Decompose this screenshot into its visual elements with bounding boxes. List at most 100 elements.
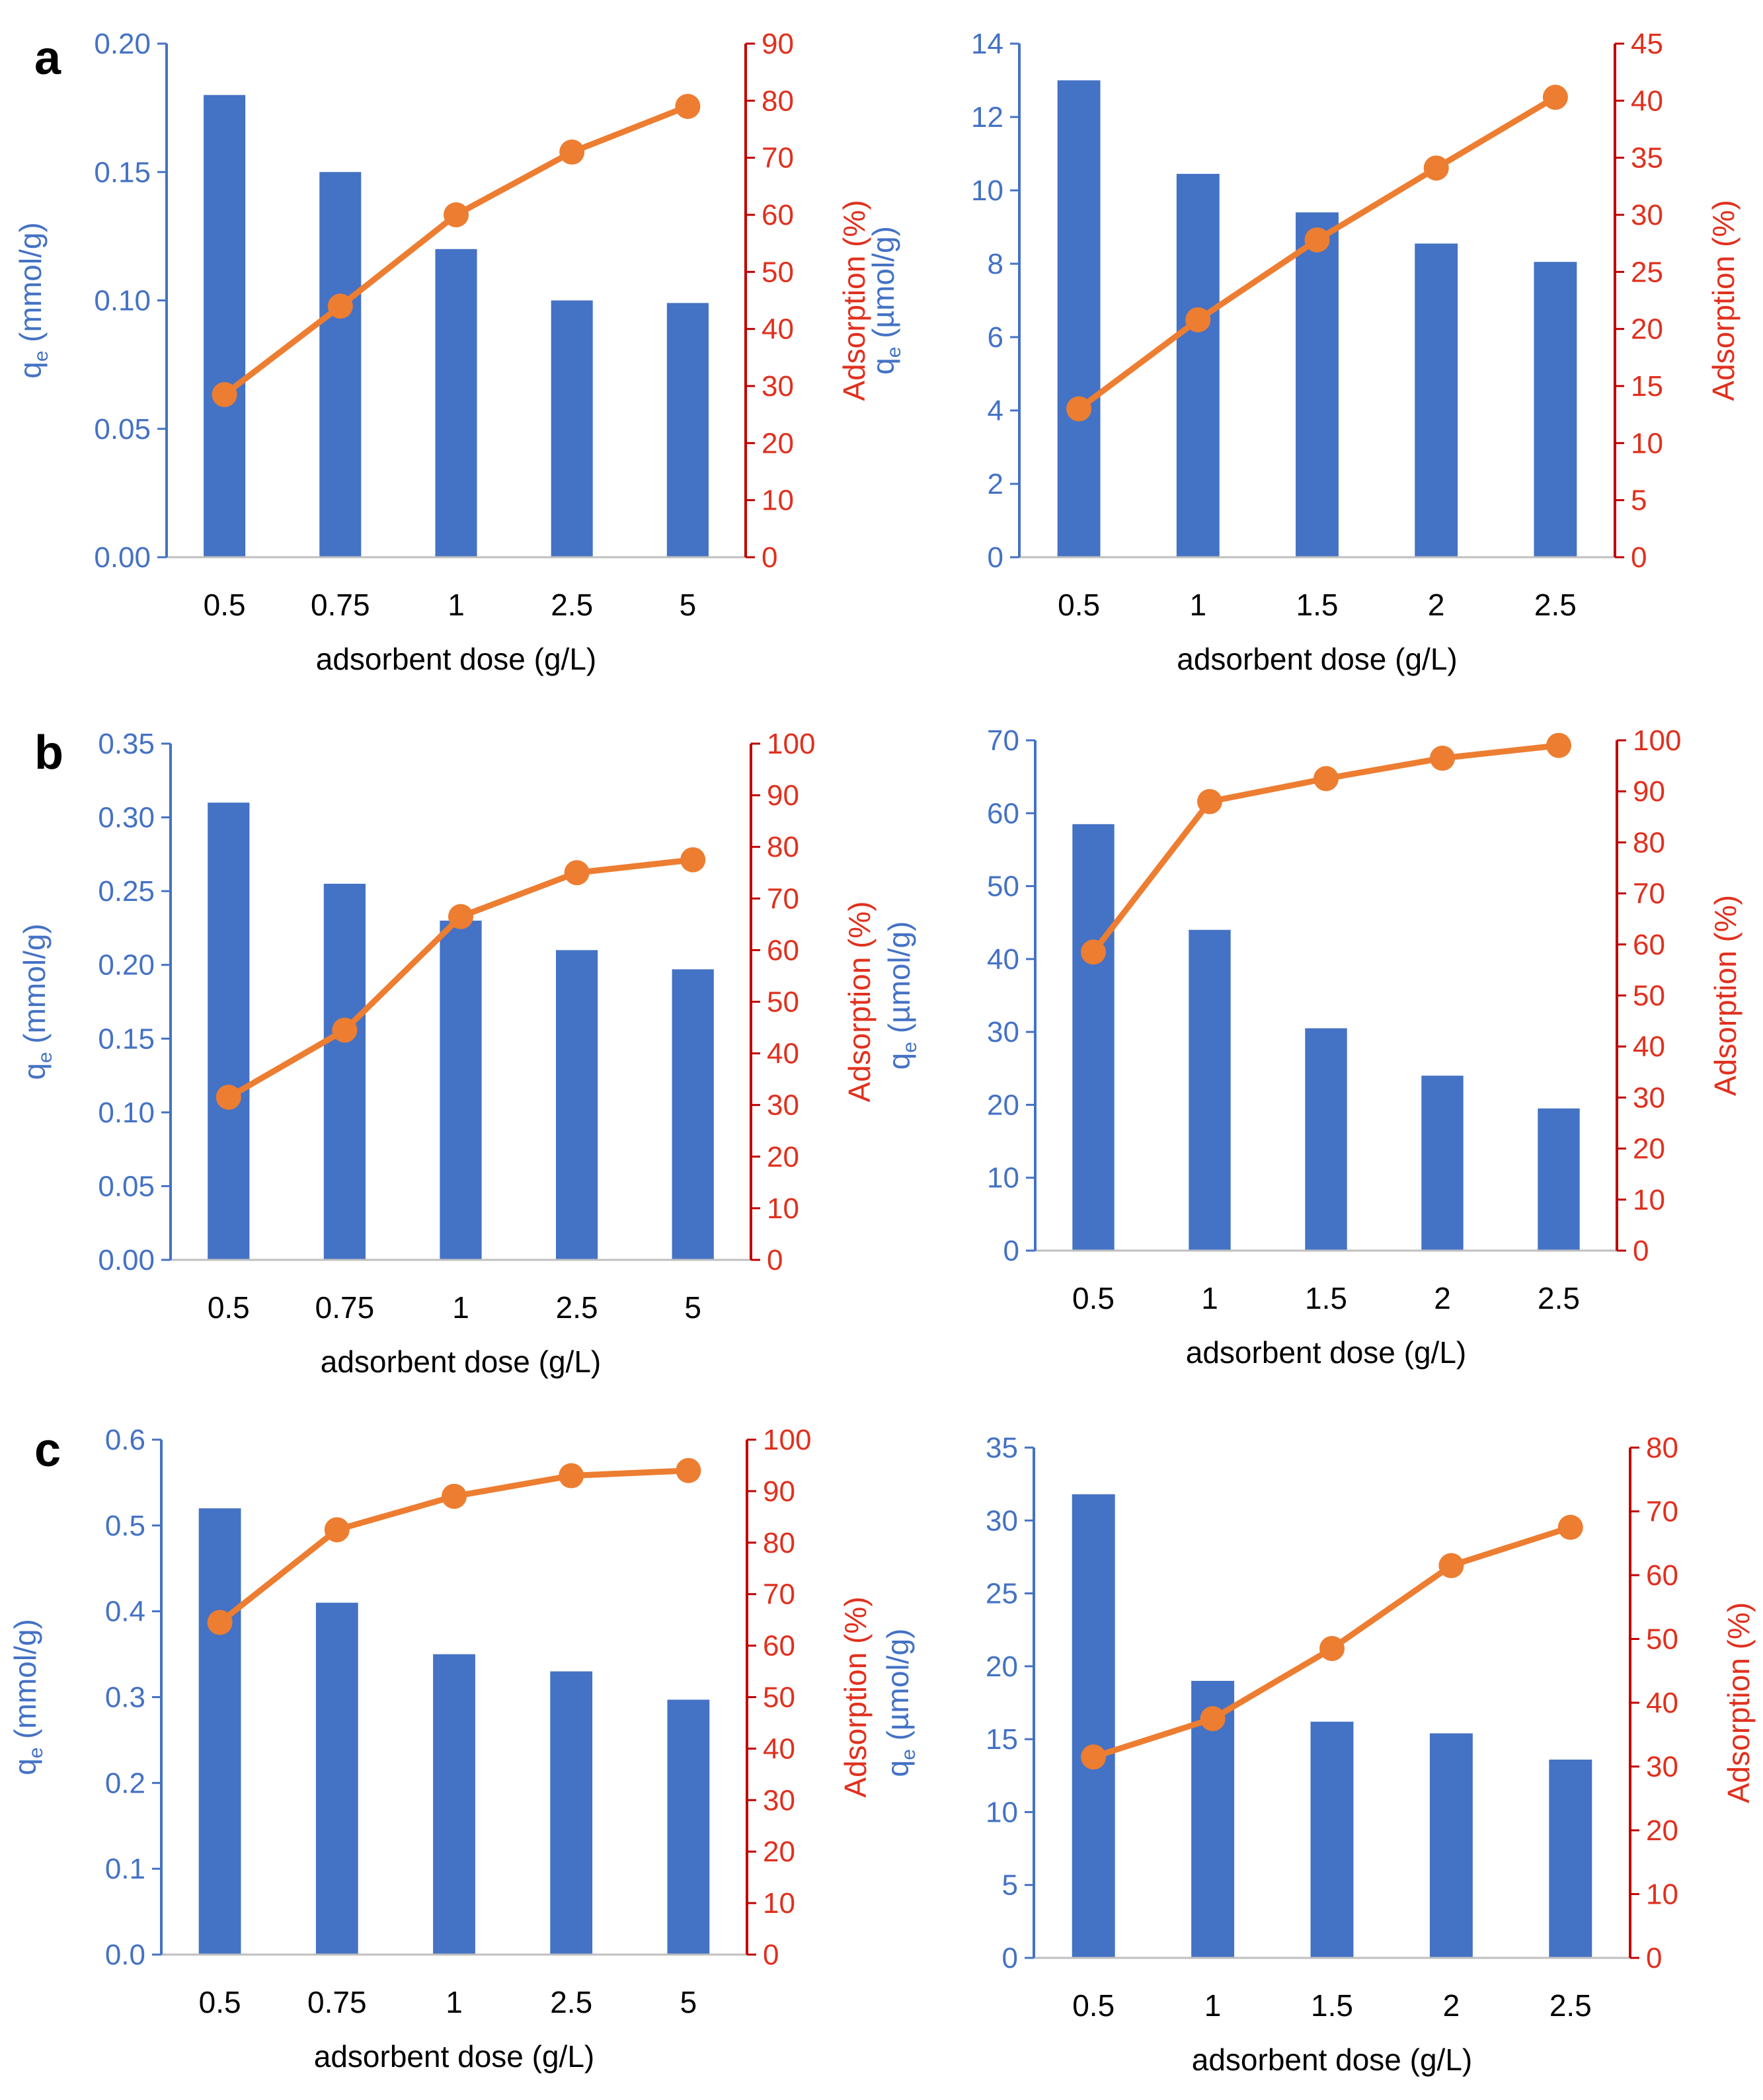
adsorption-point-5 [676,1458,701,1483]
right-tick-label: 90 [767,779,799,812]
left-tick-label: 5 [1002,1869,1018,1902]
adsorption-point-1 [207,1610,233,1635]
left-tick-label: 12 [971,101,1003,134]
right-tick-label: 60 [763,1630,795,1662]
left-tick-label: 6 [988,321,1003,354]
x-tick-label: 0.5 [208,1290,250,1325]
left-tick-label: 14 [971,28,1003,60]
adsorption-point-2 [1197,789,1222,814]
right-tick-label: 100 [767,728,815,760]
right-tick-label: 80 [1633,826,1665,859]
bar-3 [433,1654,475,1955]
adsorption-point-1 [1081,1744,1107,1770]
right-tick-label: 0 [762,541,777,574]
right-tick-label: 45 [1631,28,1663,60]
adsorption-point-5 [680,847,706,873]
adsorption-point-3 [448,904,473,929]
adsorption-point-5 [1557,1514,1583,1540]
bar-1 [198,1508,241,1955]
right-tick-label: 20 [1631,313,1663,346]
right-tick-label: 15 [1631,370,1663,403]
left-tick-label: 70 [987,724,1019,757]
x-tick-label: 5 [680,1985,697,2019]
left-tick-label: 0 [988,541,1003,574]
bar-1 [204,95,246,557]
right-tick-label: 30 [1631,199,1663,231]
left-tick-label: 8 [988,248,1003,280]
right-tick-label: 20 [763,1836,795,1868]
bar-3 [1310,1721,1354,1958]
right-tick-label: 50 [1633,980,1665,1012]
right-axis-title: Adsorption (%) [838,1596,873,1797]
x-tick-label: 2.5 [551,588,593,622]
panel-label-c: c [34,1424,61,1477]
adsorption-point-1 [1066,396,1092,422]
chart-3: 0.00 0.05 0.10 0.15 0.20 0.25 0.30 0.35 0 10 20 30 4… [17,728,877,1379]
bar-2 [319,172,362,557]
right-tick-label: 30 [1646,1751,1678,1783]
x-tick-label: 1.5 [1305,1281,1347,1315]
right-tick-label: 60 [762,199,794,231]
x-tick-label: 1 [446,1985,463,2019]
x-axis-title: adsorbent dose (g/L) [1192,2042,1473,2077]
bar-1 [208,802,250,1260]
left-axis-title: qe (µmol/g) [882,921,921,1070]
right-tick-label: 10 [1633,1184,1665,1216]
right-tick-label: 50 [767,986,799,1019]
bar-5 [1549,1760,1592,1958]
chart-6: 0 5 10 15 20 25 30 35 0 10 20 30 40 50 60 70 80 0.5 1 1.5 2 2… [881,1432,1756,2077]
left-tick-label: 0.35 [98,728,155,760]
bar-4 [551,300,593,557]
adsorption-point-4 [564,860,590,886]
right-tick-label: 70 [762,142,794,175]
left-tick-label: 0.1 [105,1853,145,1885]
left-tick-label: 0 [1003,1235,1019,1267]
chart-2: 0 2 4 6 8 10 12 14 0 5 10 15 20 25 30 35 40 45 0.5 1 1.5 2 2.5… [866,28,1741,676]
adsorption-point-3 [1313,765,1339,791]
left-axis-title: qe (mmol/g) [13,222,52,379]
panel-label-b: b [34,726,63,779]
right-tick-label: 40 [1631,85,1663,117]
left-tick-label: 50 [987,871,1019,903]
right-tick-label: 60 [767,934,799,966]
x-tick-label: 0.75 [307,1985,367,2019]
chart-4: 0 10 20 30 40 50 60 70 0 10 20 30 40 50 60 70 80 90 100 0.5… [882,724,1743,1370]
bar-4 [1421,1075,1464,1251]
bar-4 [1415,243,1458,557]
left-tick-label: 0.0 [105,1939,145,1971]
adsorption-point-4 [1430,746,1455,771]
left-tick-label: 10 [987,1162,1019,1194]
right-axis-title: Adsorption (%) [842,901,877,1102]
left-axis-title: qe (mmol/g) [17,923,56,1080]
right-tick-label: 30 [763,1784,795,1816]
right-tick-label: 20 [1646,1814,1678,1847]
bar-1 [1072,824,1115,1251]
adsorption-point-3 [1304,227,1330,253]
right-tick-label: 70 [1646,1496,1678,1528]
charts: 0.000.050.100.150.2001020304050607080900… [8,28,1756,2077]
right-tick-label: 0 [767,1244,783,1276]
right-tick-label: 10 [1631,427,1663,459]
adsorption-point-1 [1081,939,1106,965]
right-tick-label: 10 [763,1887,795,1920]
x-tick-label: 0.5 [199,1985,241,2019]
left-tick-label: 0.00 [94,541,151,574]
adsorption-point-2 [332,1017,358,1043]
adsorption-point-4 [1438,1553,1464,1578]
bar-5 [1534,262,1577,557]
left-tick-label: 0.20 [98,949,155,982]
right-axis-title: Adsorption (%) [1706,200,1741,401]
x-tick-label: 5 [680,588,697,622]
adsorption-point-4 [559,1463,584,1489]
right-tick-label: 90 [762,28,794,60]
adsorption-point-2 [1200,1706,1226,1732]
x-tick-label: 2 [1428,588,1445,622]
left-tick-label: 10 [986,1796,1018,1828]
right-tick-label: 70 [767,882,799,915]
chart-5: 0.0 0.1 0.2 0.3 0.4 0.5 0.6 0 10 20 30 40 50 60 70 80 90… [8,1424,873,2074]
x-tick-label: 1.5 [1296,588,1339,622]
left-tick-label: 0.05 [98,1170,155,1202]
right-tick-label: 90 [1633,775,1665,808]
x-tick-label: 2 [1443,1988,1460,2023]
left-tick-label: 60 [987,797,1019,830]
